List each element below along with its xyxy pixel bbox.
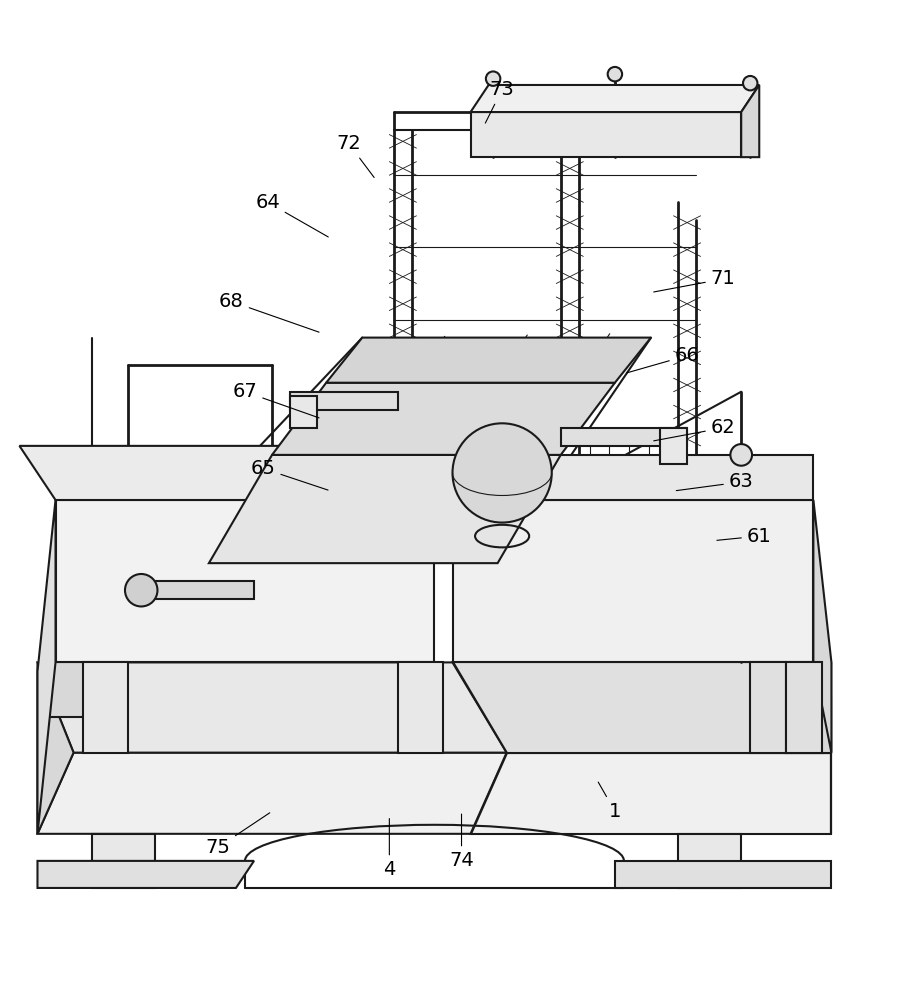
Polygon shape — [46, 662, 91, 717]
Polygon shape — [750, 662, 786, 753]
Polygon shape — [452, 500, 814, 662]
Text: 63: 63 — [676, 472, 754, 491]
Circle shape — [607, 67, 622, 81]
Polygon shape — [146, 581, 254, 599]
Polygon shape — [471, 85, 759, 112]
Polygon shape — [291, 392, 398, 410]
Text: 67: 67 — [233, 382, 319, 418]
Polygon shape — [471, 112, 741, 157]
Polygon shape — [37, 662, 507, 753]
Text: 4: 4 — [383, 819, 395, 879]
Text: 64: 64 — [255, 193, 329, 237]
Text: 68: 68 — [219, 292, 319, 332]
Polygon shape — [471, 753, 832, 834]
Polygon shape — [561, 428, 687, 446]
Circle shape — [452, 423, 552, 523]
Polygon shape — [19, 446, 434, 500]
Polygon shape — [37, 662, 73, 834]
Polygon shape — [741, 85, 759, 157]
Polygon shape — [82, 662, 128, 753]
Polygon shape — [398, 662, 443, 753]
Text: 75: 75 — [205, 813, 270, 857]
Polygon shape — [91, 834, 155, 888]
Polygon shape — [37, 861, 254, 888]
Polygon shape — [786, 698, 832, 753]
Text: 62: 62 — [653, 418, 736, 441]
Polygon shape — [209, 455, 561, 563]
Polygon shape — [614, 861, 832, 888]
Polygon shape — [786, 662, 823, 753]
Polygon shape — [660, 428, 687, 464]
Polygon shape — [37, 753, 507, 834]
Polygon shape — [291, 396, 317, 428]
Polygon shape — [452, 662, 832, 753]
Polygon shape — [814, 500, 832, 753]
Text: 61: 61 — [717, 527, 772, 546]
Polygon shape — [678, 834, 741, 888]
Circle shape — [743, 76, 757, 90]
Polygon shape — [452, 455, 814, 500]
Text: 66: 66 — [626, 346, 700, 373]
Polygon shape — [55, 500, 434, 662]
Polygon shape — [326, 338, 651, 383]
Circle shape — [730, 444, 752, 466]
Circle shape — [125, 574, 157, 606]
Text: 72: 72 — [337, 134, 374, 177]
Text: 74: 74 — [449, 814, 474, 870]
Circle shape — [486, 71, 500, 86]
Text: 1: 1 — [598, 782, 621, 821]
Polygon shape — [272, 383, 614, 455]
Text: 65: 65 — [251, 459, 329, 490]
Text: 73: 73 — [485, 80, 515, 123]
Polygon shape — [37, 500, 55, 834]
Text: 71: 71 — [653, 269, 736, 292]
